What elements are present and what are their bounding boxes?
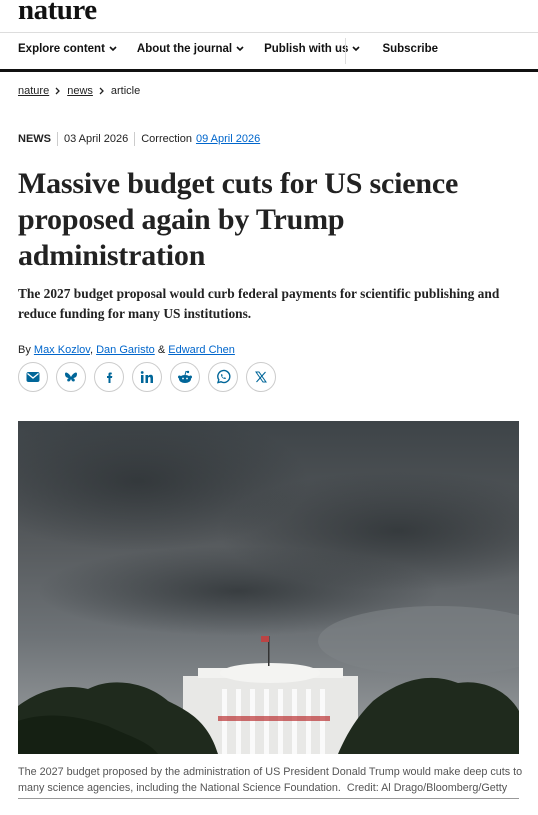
date: 03 April 2026 [64,133,129,145]
byline: By Max Kozlov, Dan Garisto & Edward Chen [18,344,235,356]
logo[interactable]: nature [18,0,97,26]
nav-item[interactable]: About the journal [137,43,244,55]
caption: The 2027 budget proposed by the administ… [18,764,523,796]
caption-text: The 2027 budget proposed by the administ… [18,766,523,794]
nav-item[interactable]: Explore content [18,43,117,55]
headline: Massive budget cuts for US science propo… [18,167,459,272]
divider [134,132,136,146]
author-link[interactable]: Dan Garisto [96,344,155,356]
divider [57,132,58,146]
share-whatsapp[interactable] [208,362,238,392]
divider [18,798,519,799]
chevron [352,46,361,52]
divider [345,38,346,64]
chevron [99,87,104,95]
icon [140,371,153,383]
correction-label: Correction [141,133,192,145]
nav-label: About the journal [136,43,233,55]
nav-item[interactable]: Subscribe [382,43,438,55]
icon [26,372,40,382]
share-linkedin[interactable] [132,362,162,392]
icon [107,372,113,383]
article-meta: NEWS 03 April 2026 Correction 09 April 2… [18,132,260,146]
nav-label: Explore content [18,43,105,55]
chevron [236,46,244,52]
share-reddit[interactable] [170,362,200,392]
icon [255,371,267,383]
separator: , [89,344,94,356]
divider [0,69,538,72]
nav: Explore content About the journal Publis… [18,43,458,55]
share-x[interactable] [246,362,276,392]
nav-label: Publish with us [264,43,349,55]
share-bar [18,362,284,392]
share-email[interactable] [18,362,48,392]
icon [216,369,231,384]
icon [178,370,192,383]
image-credit: Credit: Al Drago/Bloomberg/Getty [346,782,508,794]
standfirst: The 2027 budget proposal would curb fede… [18,286,500,321]
icon [65,372,77,382]
breadcrumb-current: article [110,85,141,97]
correction-link[interactable]: 09 April 2026 [195,133,261,145]
author-link[interactable]: Max Kozlov [33,344,90,356]
breadcrumb-link[interactable]: news [67,85,93,97]
hero-image[interactable] [18,421,519,754]
separator: & [157,344,166,356]
share-bluesky[interactable] [56,362,86,392]
nav-item[interactable]: Publish with us [264,43,361,55]
chevron [55,87,61,95]
breadcrumb: nature news article [18,85,140,97]
nav-label: Subscribe [382,43,439,55]
share-facebook[interactable] [94,362,124,392]
author-link[interactable]: Edward Chen [168,344,235,356]
article-type: NEWS [18,133,51,145]
byline-prefix: By [18,344,31,356]
breadcrumb-link[interactable]: nature [18,85,50,97]
chevron [109,46,117,52]
divider [0,32,538,33]
